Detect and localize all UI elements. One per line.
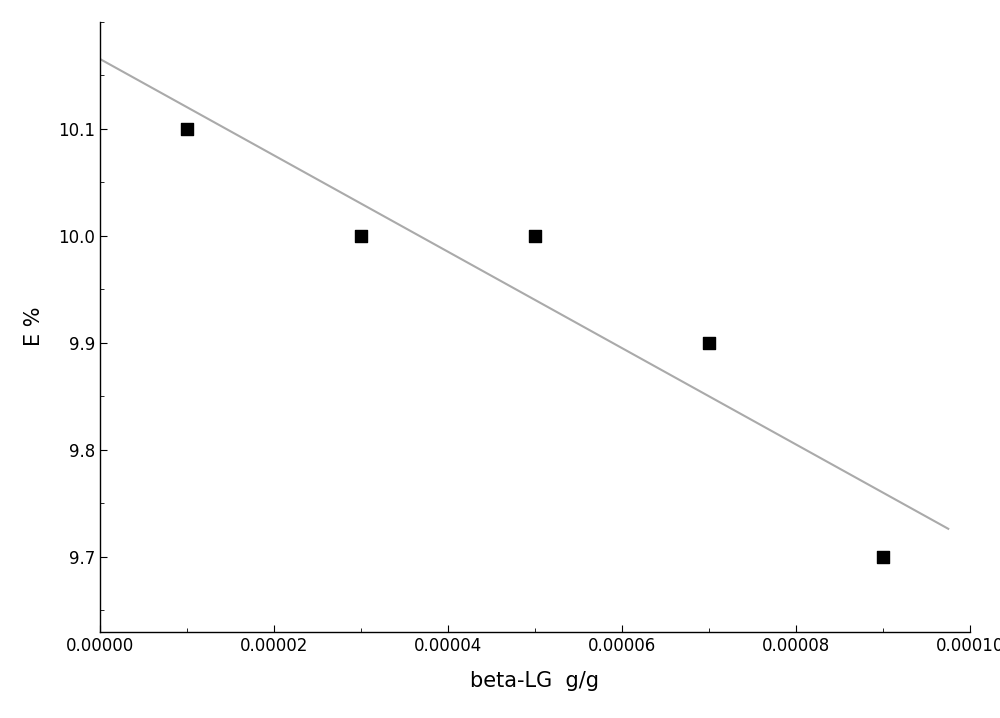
Point xyxy=(875,551,891,563)
Point xyxy=(527,230,543,241)
X-axis label: beta-LG  g/g: beta-LG g/g xyxy=(471,671,600,691)
Point xyxy=(179,123,195,134)
Point xyxy=(353,230,369,241)
Point xyxy=(701,337,717,348)
Y-axis label: E %: E % xyxy=(24,307,44,347)
